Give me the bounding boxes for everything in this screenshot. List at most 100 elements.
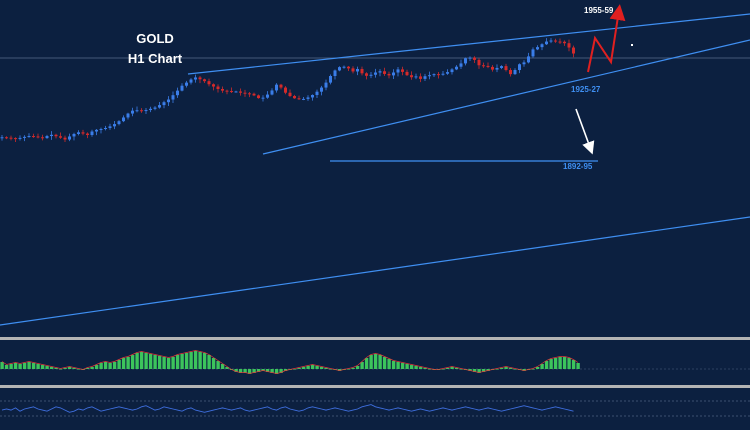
candle-bull (531, 49, 535, 57)
candle-bull (77, 132, 80, 134)
histogram-bar (130, 355, 135, 369)
candle-bear (293, 96, 296, 99)
histogram-bar (549, 359, 553, 369)
candle-bear (243, 92, 247, 94)
candle-bull (185, 82, 188, 86)
candle-bull (396, 69, 400, 73)
candle-bull (176, 90, 179, 96)
histogram-bar (216, 361, 220, 369)
candle-bull (131, 110, 134, 114)
histogram-bar (360, 362, 364, 369)
histogram-bar (162, 357, 166, 369)
histogram-bar (301, 367, 306, 369)
histogram-bar (531, 369, 535, 370)
histogram-bar (108, 363, 112, 369)
histogram-bar (175, 355, 180, 369)
histogram-bar (274, 369, 279, 374)
candle-bear (9, 137, 13, 139)
candle-bull (441, 73, 445, 75)
candle-bear (504, 66, 508, 71)
histogram-bar (198, 352, 202, 369)
histogram-bar (27, 362, 31, 369)
oscillator-indicator (1, 404, 574, 413)
histogram-bar (544, 361, 549, 369)
histogram-bar (522, 369, 526, 371)
histogram-bar (171, 357, 175, 369)
candle-bull (446, 72, 449, 74)
level-label-1925-27: 1925-27 (571, 85, 601, 94)
histogram-bar (94, 365, 99, 369)
candle-bear (410, 75, 413, 78)
candle-bull (536, 47, 539, 50)
histogram-bar (468, 369, 472, 371)
histogram-bar (346, 369, 351, 370)
histogram-bar (153, 355, 157, 369)
candle-bear (257, 95, 260, 99)
panel-divider-bottom (0, 385, 750, 388)
candle-bull (342, 66, 346, 68)
candle-bear (387, 73, 391, 76)
candle-bear (248, 93, 251, 95)
candle-bull (180, 85, 184, 91)
histogram-bar (279, 369, 283, 373)
candle-bear (558, 41, 562, 43)
candle-bear (230, 91, 233, 93)
histogram-bar (378, 355, 382, 369)
histogram-bar (148, 354, 153, 369)
histogram-bar (180, 354, 184, 369)
candle-bull (45, 136, 49, 139)
histogram-bar (99, 363, 103, 369)
histogram-bar (364, 358, 369, 369)
histogram-bar (306, 366, 310, 369)
histogram-bar (486, 369, 490, 371)
candle-bear (5, 137, 8, 139)
candle-bull (414, 76, 418, 78)
candle-bull (261, 97, 265, 99)
histogram-bar (513, 369, 517, 370)
long-term-support-trendline (0, 216, 750, 326)
histogram-bar (324, 368, 328, 369)
candle-bear (563, 41, 566, 44)
candle-bear (360, 68, 364, 74)
histogram-bar (63, 368, 67, 369)
candle-bull (374, 72, 377, 75)
histogram-bar (454, 368, 459, 369)
candle-bear (54, 134, 58, 137)
candle-bull (266, 94, 269, 98)
chart-title: GOLD (136, 31, 174, 46)
candle-bull (540, 44, 544, 48)
candle-bear (59, 136, 62, 138)
histogram-bar (166, 358, 171, 369)
histogram-bar (72, 368, 76, 369)
candle-bull (468, 57, 472, 59)
histogram-bar (189, 352, 193, 369)
candle-bull (117, 121, 121, 125)
histogram-bar (481, 369, 486, 372)
candle-bull (495, 67, 499, 70)
candle-bull (167, 99, 170, 103)
candle-bear (225, 90, 229, 92)
candle-bull (338, 67, 341, 71)
candle-bull (545, 41, 548, 45)
histogram-bar (103, 362, 108, 369)
candle-bull (158, 105, 161, 108)
candle-bear (491, 66, 494, 70)
candle-bull (369, 74, 373, 76)
histogram-bar (441, 369, 445, 370)
candle-bull (153, 107, 157, 109)
histogram-bar (261, 369, 265, 371)
histogram-bar (45, 366, 49, 369)
candle-bear (36, 136, 40, 138)
histogram-bar (67, 367, 72, 369)
histogram-bar (373, 354, 378, 369)
histogram-bar (571, 360, 576, 369)
candle-bull (126, 113, 130, 118)
histogram-bar (391, 361, 396, 369)
candle-bull (311, 94, 314, 98)
candle-bear (351, 68, 355, 72)
histogram-bar (31, 363, 36, 369)
candle-bull (68, 136, 71, 140)
histogram-bar (351, 368, 355, 369)
candle-bull (329, 76, 332, 83)
